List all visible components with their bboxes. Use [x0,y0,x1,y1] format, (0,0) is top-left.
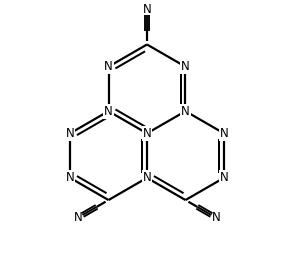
Text: N: N [220,171,228,184]
Text: N: N [104,60,113,73]
Text: N: N [181,60,190,73]
Text: N: N [66,127,74,140]
Text: N: N [181,105,190,118]
Text: N: N [74,211,82,224]
Text: N: N [143,171,151,184]
Text: N: N [143,3,151,15]
Text: N: N [104,105,113,118]
Text: N: N [220,127,228,140]
Text: N: N [143,127,151,140]
Text: N: N [66,171,74,184]
Text: N: N [212,211,220,224]
